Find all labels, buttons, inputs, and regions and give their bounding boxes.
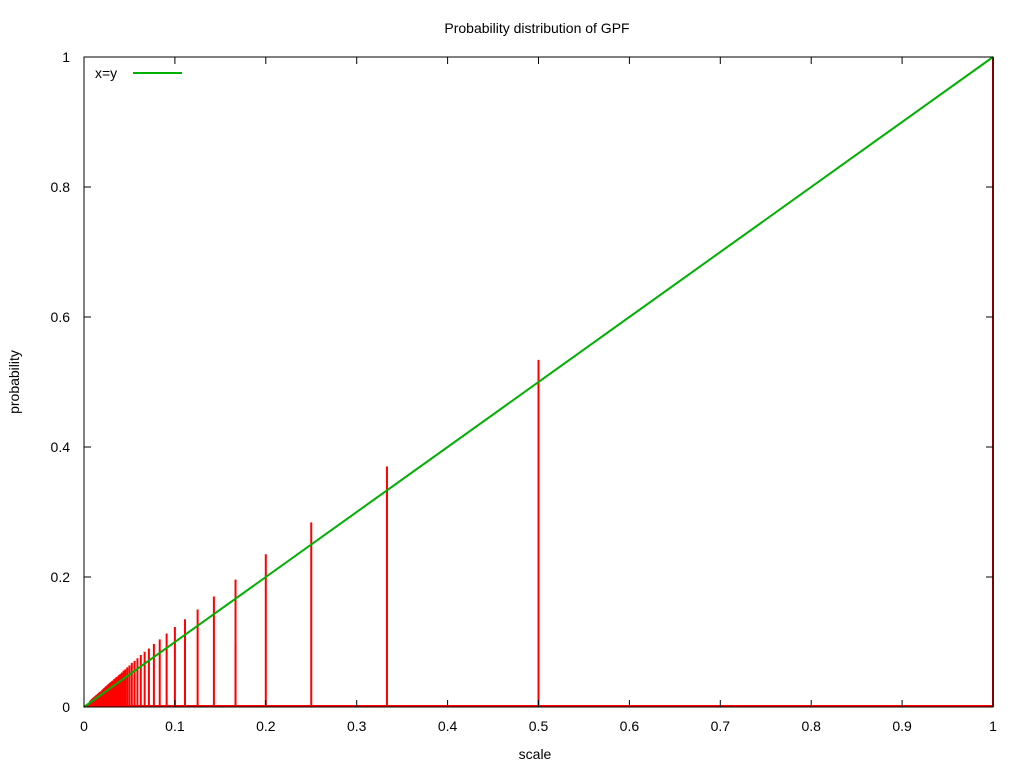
- y-tick-label: 0.2: [51, 569, 71, 585]
- y-tick-label: 0.4: [51, 439, 71, 455]
- x-tick-label: 0.1: [165, 718, 185, 734]
- x-tick-label: 0.9: [892, 718, 912, 734]
- legend: x=y: [95, 65, 182, 81]
- series-line-x-equals-y: [83, 56, 994, 708]
- y-axis-label: probability: [6, 350, 22, 414]
- x-tick-label: 0.8: [801, 718, 821, 734]
- y-tick-label: 1: [62, 49, 70, 65]
- axes: 0 0.1 0.2 0.3 0.4 0.5 0.6 0.7 0.8 0.9 1 0 0.2 0.4 0.6 0…: [51, 49, 998, 734]
- x-tick-label: 0.7: [711, 718, 731, 734]
- legend-label: x=y: [95, 65, 117, 81]
- chart-title: Probability distribution of GPF: [444, 20, 629, 36]
- x-axis-label: scale: [519, 746, 552, 762]
- plot-area: [83, 56, 994, 708]
- x-tick-label: 0.5: [529, 718, 549, 734]
- x-tick-label: 0: [80, 718, 88, 734]
- y-tick-label: 0.8: [51, 179, 71, 195]
- x-tick-label: 0.6: [620, 718, 640, 734]
- x-tick-label: 0.2: [256, 718, 276, 734]
- y-tick-label: 0: [62, 699, 70, 715]
- y-tick-label: 0.6: [51, 309, 71, 325]
- x-tick-label: 0.3: [347, 718, 367, 734]
- x-tick-label: 1: [989, 718, 997, 734]
- x-tick-label: 0.4: [438, 718, 458, 734]
